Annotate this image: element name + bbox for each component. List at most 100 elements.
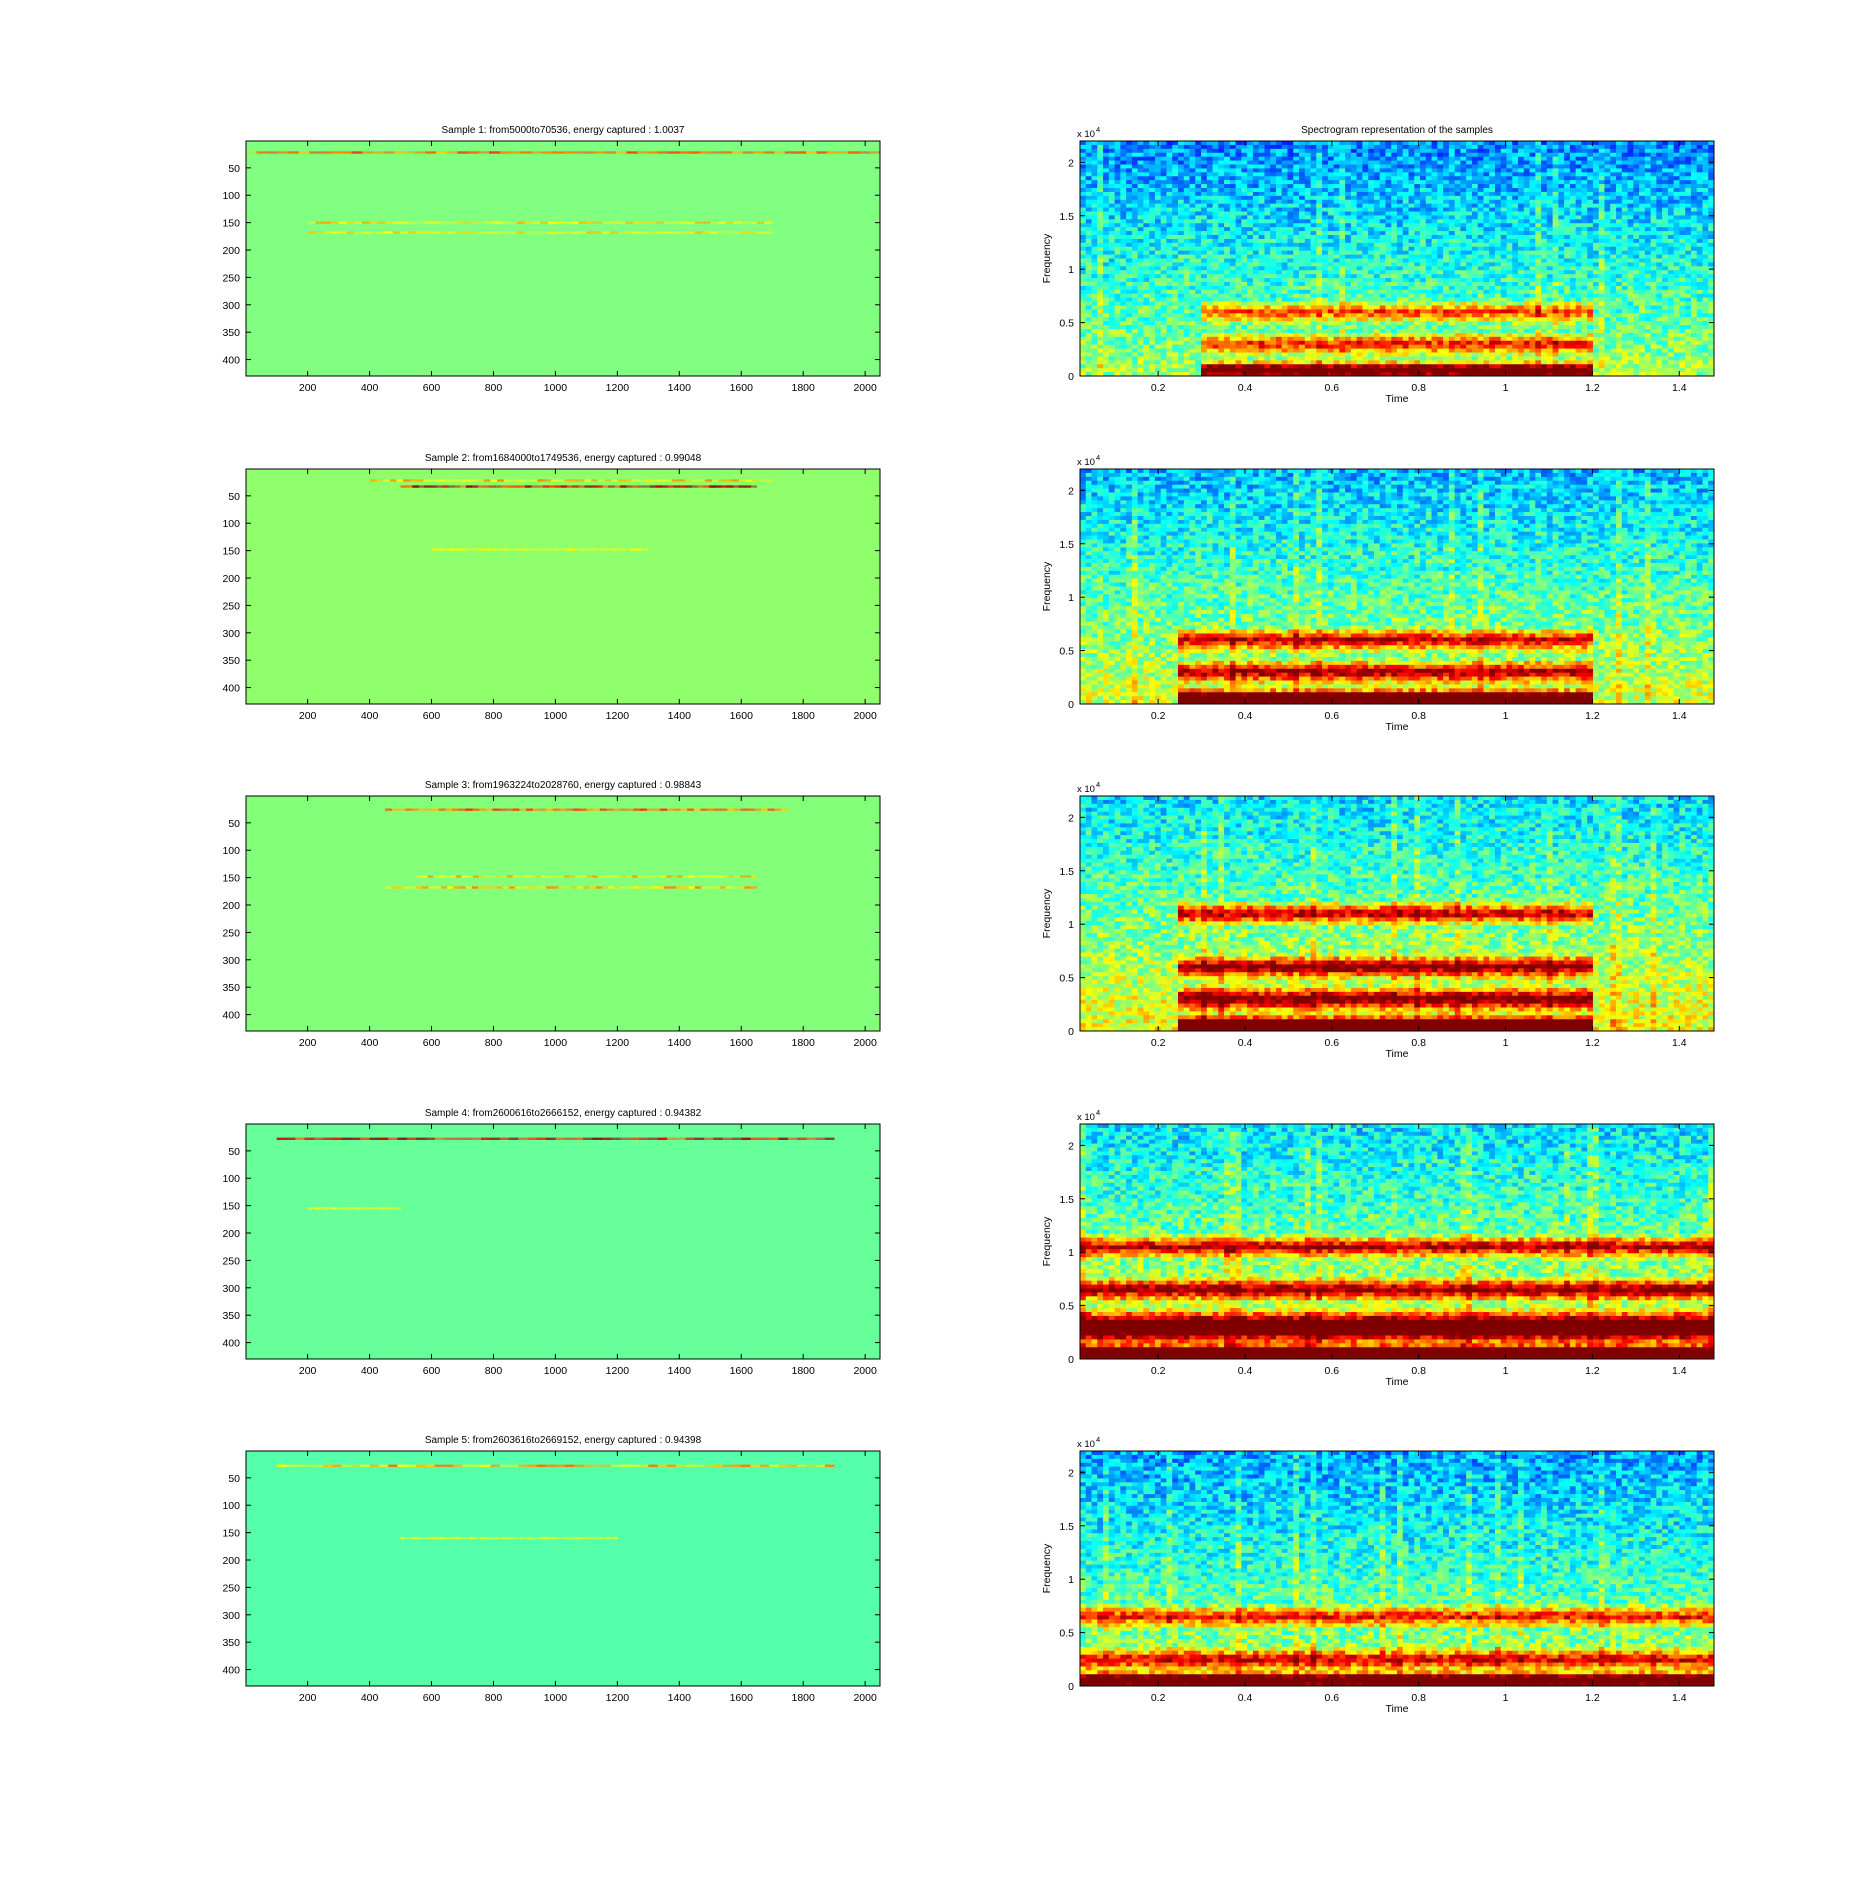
- spectrogram-cell: [1259, 219, 1265, 223]
- spectrogram-cell: [1524, 360, 1530, 364]
- spectrogram-cell: [1311, 270, 1317, 274]
- spectrogram-cell: [1345, 259, 1351, 263]
- spectrogram-cell: [1253, 227, 1259, 231]
- spectrogram-cell: [1345, 345, 1351, 349]
- spectrogram-cell: [1512, 204, 1518, 208]
- spectrogram-cell: [1466, 266, 1472, 270]
- spectrogram-cell: [1287, 356, 1293, 360]
- spectrogram-cell: [1403, 325, 1409, 329]
- spectrogram-cell: [1097, 345, 1103, 349]
- spectrogram-cell: [1195, 165, 1201, 169]
- spectrogram-cell: [1195, 149, 1201, 153]
- spectrogram-cell: [1391, 168, 1397, 172]
- spectrogram-cell: [1351, 243, 1357, 247]
- spectrogram-cell: [1120, 294, 1126, 298]
- spectrogram-cell: [1190, 294, 1196, 298]
- spectrogram-cell: [1213, 349, 1219, 353]
- spectrogram-cell: [1195, 235, 1201, 239]
- spectrogram-cell: [1178, 266, 1184, 270]
- heatmap-band-segment: [672, 221, 680, 223]
- spectrogram-cell: [1391, 251, 1397, 255]
- spectrogram-cell: [1368, 200, 1374, 204]
- spectrogram-cell: [1293, 172, 1299, 176]
- spectrogram-cell: [1414, 298, 1420, 302]
- spectrogram-cell: [1351, 282, 1357, 286]
- spectrogram-cell: [1391, 286, 1397, 290]
- spectrogram-cell: [1126, 274, 1132, 278]
- spectrogram-cell: [1086, 309, 1092, 313]
- spectrogram-cell: [1282, 235, 1288, 239]
- spectrogram-cell: [1184, 353, 1190, 357]
- spectrogram-cell: [1460, 208, 1466, 212]
- spectrogram-cell: [1414, 247, 1420, 251]
- spectrogram-cell: [1530, 274, 1536, 278]
- spectrogram-cell: [1328, 149, 1334, 153]
- spectrogram-cell: [1385, 223, 1391, 227]
- spectrogram-cell: [1149, 321, 1155, 325]
- spectrogram-cell: [1184, 349, 1190, 353]
- spectrogram-cell: [1368, 329, 1374, 333]
- spectrogram-cell: [1374, 341, 1380, 345]
- spectrogram-cell: [1385, 168, 1391, 172]
- spectrogram-cell: [1420, 180, 1426, 184]
- heatmap-band-segment: [555, 221, 563, 223]
- spectrogram-cell: [1109, 290, 1115, 294]
- spectrogram-cell: [1501, 243, 1507, 247]
- spectrogram-cell: [1449, 157, 1455, 161]
- spectrogram-cell: [1305, 204, 1311, 208]
- spectrogram-cell: [1483, 262, 1489, 266]
- spectrogram-cell: [1322, 188, 1328, 192]
- spectrogram-cell: [1109, 188, 1115, 192]
- spectrogram-cell: [1409, 149, 1415, 153]
- spectrogram-cell: [1414, 349, 1420, 353]
- spectrogram-cell: [1443, 309, 1449, 313]
- spectrogram-cell: [1132, 168, 1138, 172]
- spectrogram-cell: [1414, 364, 1420, 368]
- spectrogram-cell: [1322, 176, 1328, 180]
- spectrogram-cell: [1086, 298, 1092, 302]
- spectrogram-cell: [1328, 259, 1334, 263]
- spectrogram-cell: [1115, 141, 1121, 145]
- spectrogram-cell: [1316, 349, 1322, 353]
- spectrogram-cell: [1409, 161, 1415, 165]
- spectrogram-cell: [1507, 309, 1513, 313]
- spectrogram-cell: [1172, 212, 1178, 216]
- spectrogram-cell: [1334, 298, 1340, 302]
- spectrogram-cell: [1241, 168, 1247, 172]
- spectrogram-cell: [1334, 364, 1340, 368]
- spectrogram-cell: [1213, 329, 1219, 333]
- spectrogram-cell: [1385, 176, 1391, 180]
- spectrogram-cell: [1443, 317, 1449, 321]
- spectrogram-cell: [1138, 278, 1144, 282]
- spectrogram-cell: [1432, 262, 1438, 266]
- spectrogram-cell: [1218, 302, 1224, 306]
- spectrogram-cell: [1149, 251, 1155, 255]
- spectrogram-cell: [1195, 251, 1201, 255]
- spectrogram-cell: [1311, 349, 1317, 353]
- spectrogram-cell: [1253, 251, 1259, 255]
- spectrogram-cell: [1530, 157, 1536, 161]
- spectrogram-cell: [1230, 153, 1236, 157]
- spectrogram-cell: [1195, 333, 1201, 337]
- spectrogram-cell: [1224, 239, 1230, 243]
- spectrogram-cell: [1460, 231, 1466, 235]
- spectrogram-cell: [1270, 306, 1276, 310]
- spectrogram-cell: [1512, 235, 1518, 239]
- spectrogram-cell: [1195, 247, 1201, 251]
- spectrogram-cell: [1530, 215, 1536, 219]
- spectrogram-cell: [1115, 168, 1121, 172]
- spectrogram-cell: [1432, 235, 1438, 239]
- spectrogram-cell: [1530, 255, 1536, 259]
- spectrogram-cell: [1155, 172, 1161, 176]
- spectrogram-cell: [1443, 141, 1449, 145]
- spectrogram-cell: [1518, 325, 1524, 329]
- spectrogram-cell: [1512, 223, 1518, 227]
- spectrogram-cell: [1224, 141, 1230, 145]
- spectrogram-cell: [1345, 161, 1351, 165]
- spectrogram-cell: [1478, 219, 1484, 223]
- spectrogram-cell: [1097, 290, 1103, 294]
- spectrogram-cell: [1472, 243, 1478, 247]
- spectrogram-cell: [1524, 306, 1530, 310]
